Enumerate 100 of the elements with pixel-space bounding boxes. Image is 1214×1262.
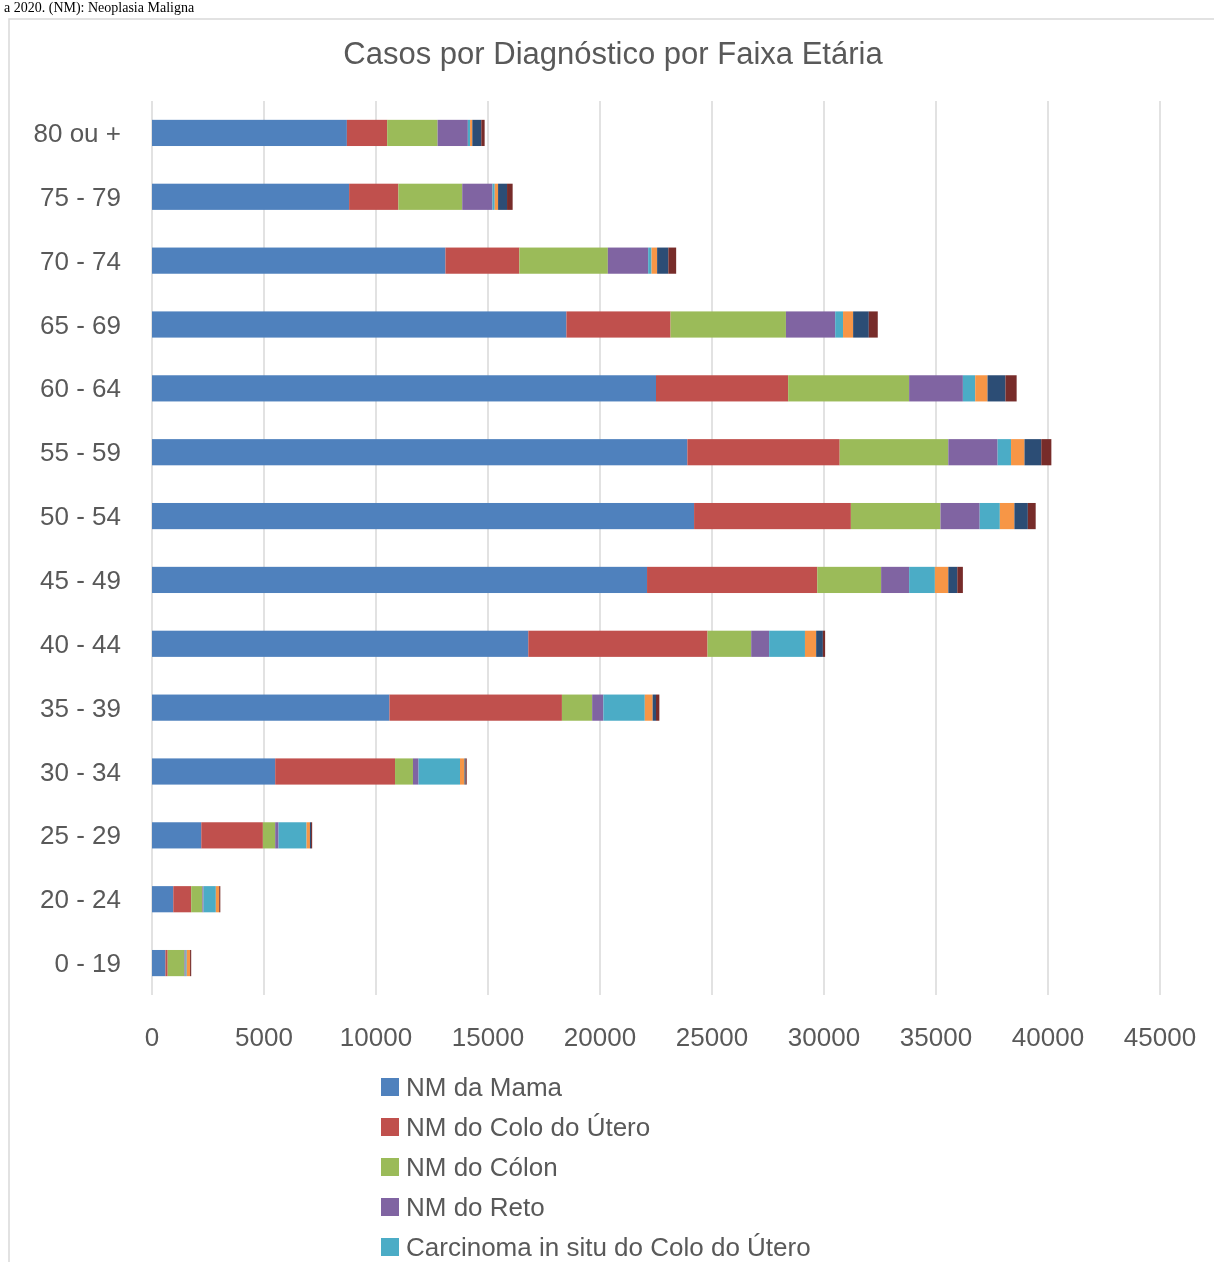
bar	[507, 183, 513, 210]
bar	[843, 311, 854, 338]
y-tick-label: 0 - 19	[54, 948, 121, 979]
bar	[835, 311, 844, 338]
bar	[492, 183, 495, 210]
bar	[398, 183, 463, 210]
bar	[751, 630, 770, 657]
bar	[607, 247, 649, 274]
bar	[152, 375, 656, 402]
bar	[462, 183, 493, 210]
legend-label: NM do Cólon	[406, 1152, 558, 1182]
bar	[979, 502, 1000, 530]
legend-label: NM do Reto	[406, 1192, 545, 1222]
bar	[498, 183, 508, 210]
bar	[1005, 375, 1017, 402]
legend-label: Carcinoma in situ do Colo do Útero	[406, 1232, 811, 1262]
y-tick-label: 65 - 69	[40, 309, 121, 340]
bar	[152, 949, 166, 977]
bar	[975, 375, 988, 402]
y-tick-label: 30 - 34	[40, 756, 121, 787]
y-tick-label: 20 - 24	[40, 884, 121, 915]
bar	[785, 311, 836, 338]
legend-label: NM do Colo do Útero	[406, 1112, 651, 1142]
bar	[445, 247, 520, 274]
bar	[648, 247, 652, 274]
bar	[528, 630, 708, 657]
y-tick-label: 60 - 64	[40, 373, 121, 404]
bar	[957, 566, 963, 594]
bar	[839, 439, 949, 466]
bar	[962, 375, 976, 402]
y-tick-label: 50 - 54	[40, 501, 121, 532]
bar	[987, 375, 1006, 402]
bar	[670, 311, 786, 338]
bar	[173, 886, 192, 913]
bar	[909, 566, 935, 594]
bar	[881, 566, 910, 594]
chart-title: Casos por Diagnóstico por Faixa Etária	[343, 36, 884, 71]
x-tick-label: 5000	[235, 1022, 293, 1052]
bar	[389, 694, 562, 721]
bar	[278, 822, 307, 849]
bar	[349, 183, 399, 210]
bar	[165, 949, 168, 977]
bar	[167, 949, 185, 977]
bar	[668, 247, 677, 274]
bar	[788, 375, 910, 402]
bar	[592, 694, 604, 721]
bar	[850, 502, 941, 530]
y-tick-label: 25 - 29	[40, 820, 121, 851]
bar	[999, 502, 1015, 530]
bar	[152, 119, 347, 147]
bar	[948, 439, 998, 466]
legend-label: NM da Mama	[406, 1072, 563, 1102]
bar	[346, 119, 388, 147]
bar	[853, 311, 869, 338]
x-tick-label: 0	[144, 1022, 160, 1052]
bar	[152, 822, 202, 849]
bar	[191, 886, 203, 913]
bar	[909, 375, 963, 402]
y-tick-label: 75 - 79	[40, 181, 121, 212]
bar	[644, 694, 653, 721]
x-tick-label: 10000	[339, 1022, 413, 1052]
bar	[948, 566, 958, 594]
bar	[395, 758, 413, 785]
bar	[997, 439, 1012, 466]
y-tick-label: 70 - 74	[40, 245, 121, 276]
bar	[152, 502, 695, 530]
bar	[152, 694, 390, 721]
bar	[566, 311, 671, 338]
bar	[657, 247, 669, 274]
bar	[694, 502, 851, 530]
y-tick-label: 55 - 59	[40, 437, 121, 468]
bar	[816, 630, 823, 657]
bar	[934, 566, 949, 594]
bar	[1011, 439, 1025, 466]
bar	[1027, 502, 1036, 530]
bar	[519, 247, 608, 274]
y-tick-label: 45 - 49	[40, 564, 121, 595]
bar	[707, 630, 752, 657]
bar	[152, 886, 174, 913]
x-tick-label: 35000	[899, 1022, 973, 1052]
bar	[262, 822, 276, 849]
bar	[152, 247, 446, 274]
x-tick-label: 30000	[787, 1022, 861, 1052]
x-tick-label: 15000	[451, 1022, 525, 1052]
bar	[152, 183, 350, 210]
bar	[817, 566, 882, 594]
bar	[201, 822, 263, 849]
y-tick-label: 35 - 39	[40, 692, 121, 723]
y-tick-label: 40 - 44	[40, 628, 121, 659]
bar	[868, 311, 878, 338]
bar	[152, 311, 567, 338]
text: a 2020. (NM): Neoplasia Maligna	[4, 0, 195, 16]
bar	[804, 630, 817, 657]
bar	[1014, 502, 1028, 530]
y-tick-label: 80 ou +	[33, 117, 121, 148]
bar	[472, 119, 482, 147]
bar	[275, 758, 396, 785]
bar	[203, 886, 216, 913]
x-tick-label: 20000	[563, 1022, 637, 1052]
bar	[940, 502, 980, 530]
